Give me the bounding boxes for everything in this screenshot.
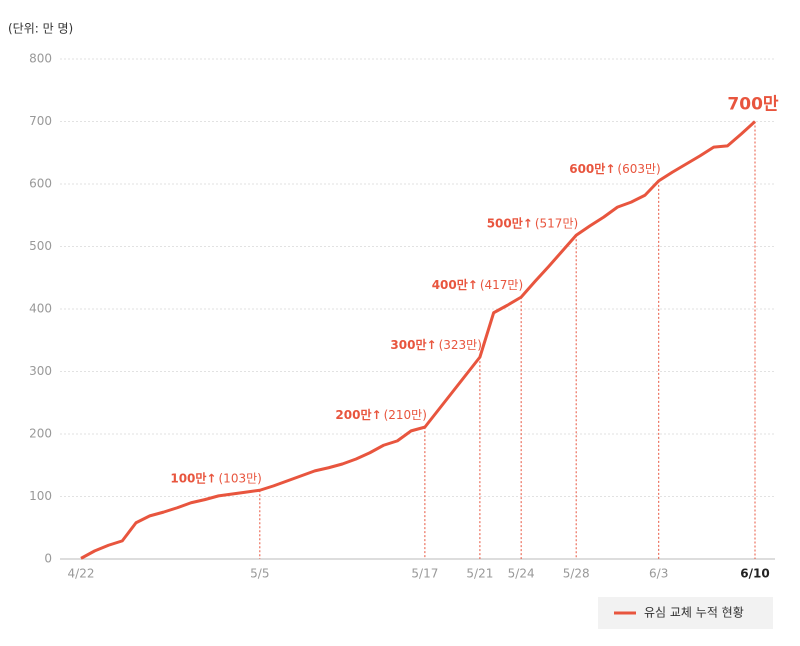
annotation-label: 100만↑ — [170, 470, 216, 485]
x-tick-label: 6/3 — [649, 567, 668, 581]
annotation-note: (210만) — [384, 408, 427, 422]
y-tick-label: 200 — [29, 427, 52, 441]
x-tick-label: 5/17 — [411, 567, 438, 581]
series-line — [80, 120, 757, 560]
annotation-note: (417만) — [480, 278, 523, 292]
annotation: 200만↑ (210만) — [335, 407, 426, 422]
y-tick-label: 300 — [29, 364, 52, 378]
annotation-label: 500만↑ — [487, 215, 533, 230]
annotation-note: (323만) — [439, 338, 482, 352]
annotation-label: 200만↑ — [335, 407, 381, 422]
annotation: 400만↑ (417만) — [432, 277, 523, 292]
annotation: 100만↑ (103만) — [170, 470, 261, 485]
x-tick-label: 5/21 — [466, 567, 493, 581]
annotation: 500만↑ (517만) — [487, 215, 578, 230]
annotation-label: 300만↑ — [390, 337, 436, 352]
annotation: 300만↑ (323만) — [390, 337, 481, 352]
x-tick-label: 5/24 — [508, 567, 535, 581]
y-tick-label: 100 — [29, 489, 52, 503]
y-tick-label: 700 — [29, 114, 52, 128]
annotation-note: (603만) — [617, 161, 660, 175]
y-tick-label: 800 — [29, 52, 52, 66]
y-tick-label: 600 — [29, 177, 52, 191]
x-tick-label: 5/5 — [250, 567, 269, 581]
annotation-note: (103만) — [219, 471, 262, 485]
y-tick-label: 400 — [29, 302, 52, 316]
annotation: 600만↑ (603만) — [569, 160, 660, 175]
annotation: 700만 — [727, 95, 778, 115]
annotation-label: 600만↑ — [569, 160, 615, 175]
y-tick-label: 500 — [29, 239, 52, 253]
x-tick-label: 6/10 — [740, 567, 769, 581]
legend-label: 유심 교체 누적 현황 — [644, 606, 744, 620]
y-tick-label: 0 — [44, 552, 52, 566]
annotation-note: (517만) — [535, 216, 578, 230]
unit-label: (단위: 만 명) — [8, 22, 73, 36]
annotation-label: 400만↑ — [432, 277, 478, 292]
x-tick-label: 5/28 — [563, 567, 590, 581]
x-tick-label: 4/22 — [68, 567, 95, 581]
